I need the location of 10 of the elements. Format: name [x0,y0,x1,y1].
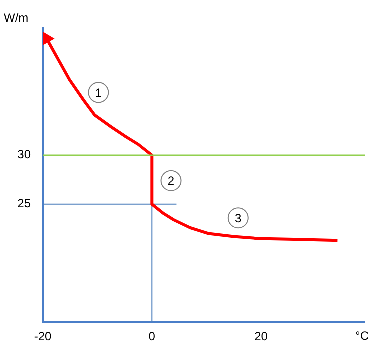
x-tick-label: -20 [34,330,52,344]
annotation: 2 [168,174,175,188]
x-axis-title: °C [356,329,370,343]
y-tick-label: 30 [18,148,32,162]
annotation: 3 [235,211,242,226]
annotation: 1 [95,86,102,100]
y-axis-title: W/m [4,11,29,25]
y-tick-label: 25 [18,196,32,211]
x-tick-label: 0 [148,330,156,344]
x-tick-label: 20 [254,330,268,344]
